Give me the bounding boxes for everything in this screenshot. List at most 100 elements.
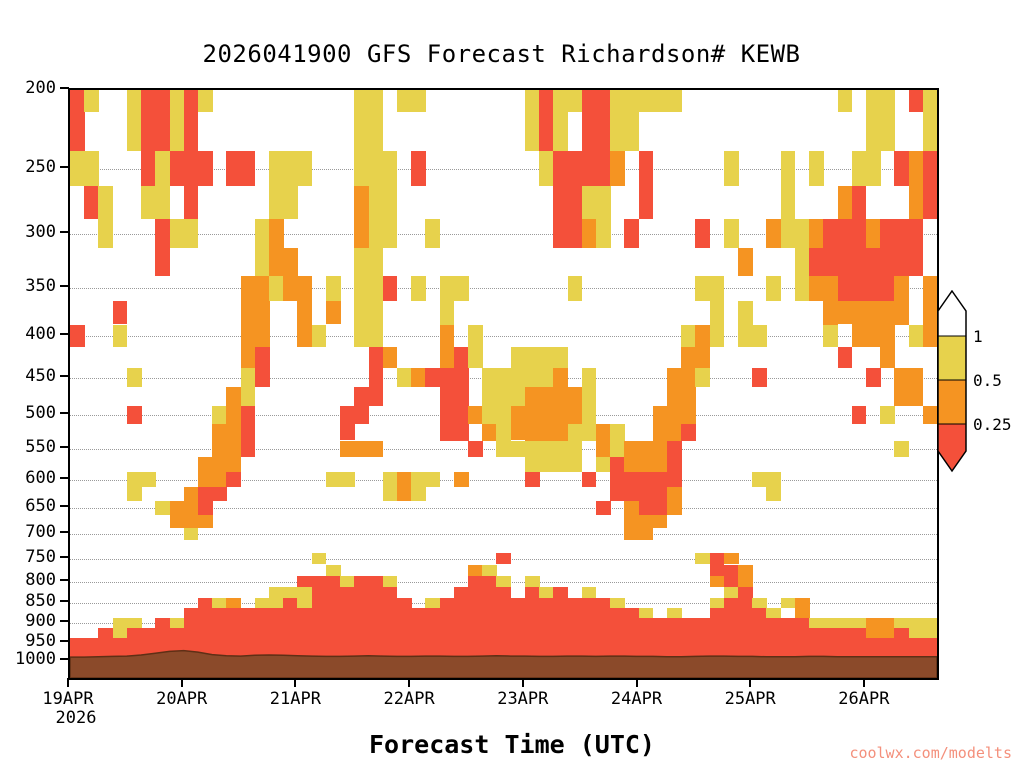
- gridline: [70, 169, 937, 171]
- heatmap-cell: [411, 472, 426, 502]
- heatmap-cell: [254, 608, 270, 666]
- heatmap-cell: [681, 346, 696, 424]
- heatmap-cell: [354, 186, 370, 249]
- heatmap-cell: [638, 608, 654, 619]
- heatmap-cell: [269, 608, 284, 666]
- heatmap-cell: [610, 150, 625, 187]
- heatmap-cell: [70, 90, 85, 151]
- heatmap-cell: [439, 324, 455, 368]
- heatmap-cell: [880, 300, 895, 368]
- heatmap-cell: [667, 440, 682, 487]
- heatmap-cell: [84, 186, 99, 219]
- y-tick: [60, 166, 69, 169]
- heatmap-cell: [581, 90, 597, 187]
- colorbar-segment: [938, 380, 966, 424]
- heatmap-cell: [382, 576, 398, 588]
- heatmap-cell: [738, 564, 753, 587]
- y-tick-label: 850: [25, 591, 56, 612]
- heatmap-cell: [908, 90, 924, 112]
- heatmap-cell: [581, 597, 597, 666]
- heatmap-cell: [553, 346, 568, 368]
- heatmap-cell: [325, 472, 341, 487]
- heatmap-cell: [524, 440, 540, 473]
- colorbar-outline: [938, 290, 967, 473]
- heatmap-cell: [468, 564, 483, 576]
- x-tick-label: 25APR: [724, 689, 776, 709]
- colorbar-label: 0.5: [973, 371, 1002, 390]
- heatmap-cell: [240, 405, 256, 457]
- heatmap-cell: [567, 387, 583, 424]
- heatmap-cell: [425, 597, 441, 609]
- gridline: [70, 534, 937, 536]
- heatmap-cell: [581, 218, 597, 249]
- heatmap-cell: [539, 90, 554, 151]
- colorbar-label: 0.25: [973, 415, 1012, 434]
- heatmap-cell: [823, 218, 839, 276]
- gridline: [70, 288, 937, 290]
- heatmap-cell: [624, 218, 640, 249]
- y-tick-label: 800: [25, 569, 56, 590]
- heatmap-cell: [610, 597, 625, 609]
- heatmap-cell: [567, 275, 583, 301]
- heatmap-cell: [425, 367, 441, 388]
- heatmap-cell: [667, 618, 682, 666]
- y-tick-label: 550: [25, 436, 56, 457]
- heatmap-cell: [340, 405, 355, 441]
- heatmap-cell: [908, 618, 924, 638]
- heatmap-cell: [624, 440, 640, 473]
- heatmap-cell: [382, 472, 398, 502]
- heatmap-cell: [610, 90, 625, 151]
- heatmap-cell: [368, 576, 384, 666]
- heatmap-cell: [411, 275, 426, 301]
- y-tick: [60, 285, 69, 288]
- heatmap-cell: [269, 275, 284, 301]
- heatmap-cell: [723, 597, 739, 666]
- heatmap-cell: [638, 514, 654, 541]
- heatmap-cell: [851, 186, 867, 301]
- heatmap-cell: [425, 608, 441, 666]
- heatmap-cell: [183, 486, 199, 528]
- x-tick: [635, 678, 638, 687]
- heatmap-cell: [638, 90, 654, 112]
- heatmap-cell: [496, 576, 512, 588]
- x-tick-label: 19APR: [42, 689, 94, 709]
- y-tick-label: 750: [25, 546, 56, 567]
- heatmap-cell: [325, 564, 341, 576]
- x-tick-label: 24APR: [610, 689, 663, 709]
- heatmap-cell: [283, 597, 298, 666]
- heatmap-cell: [752, 367, 767, 388]
- heatmap-cell: [297, 576, 313, 588]
- x-tick-label: 21APR: [269, 689, 321, 709]
- heatmap-cell: [169, 501, 185, 528]
- heatmap-cell: [197, 90, 213, 112]
- heatmap-cell: [197, 514, 213, 528]
- x-tick: [862, 678, 865, 687]
- heatmap-cell: [539, 597, 554, 666]
- heatmap-cell: [567, 150, 583, 249]
- heatmap-cell: [809, 618, 824, 629]
- heatmap-cell: [510, 597, 526, 666]
- heatmap-cell: [482, 576, 497, 666]
- heatmap-cell: [624, 608, 640, 666]
- x-axis-year: 2026: [55, 708, 97, 728]
- heatmap-cell: [894, 150, 910, 187]
- heatmap-cell: [894, 275, 910, 325]
- heatmap-cell: [283, 248, 298, 301]
- colorbar: 1 0.5 0.25: [938, 290, 1012, 473]
- heatmap-cell: [425, 218, 441, 249]
- heatmap-cell: [837, 618, 853, 629]
- heatmap-cell: [396, 90, 412, 112]
- heatmap-cell: [766, 472, 782, 502]
- x-axis-title: Forecast Time (UTC): [369, 730, 655, 759]
- heatmap-cell: [524, 587, 540, 666]
- gridline: [70, 479, 937, 481]
- heatmap-cell: [226, 387, 242, 473]
- heatmap-cell: [908, 324, 924, 347]
- heatmap-cell: [155, 90, 171, 151]
- heatmap-cell: [354, 440, 370, 457]
- heatmap-cell: [752, 324, 767, 347]
- y-tick-label: 600: [25, 467, 56, 488]
- heatmap-cell: [155, 218, 171, 276]
- x-tick: [67, 678, 69, 687]
- heatmap-cell: [183, 527, 199, 541]
